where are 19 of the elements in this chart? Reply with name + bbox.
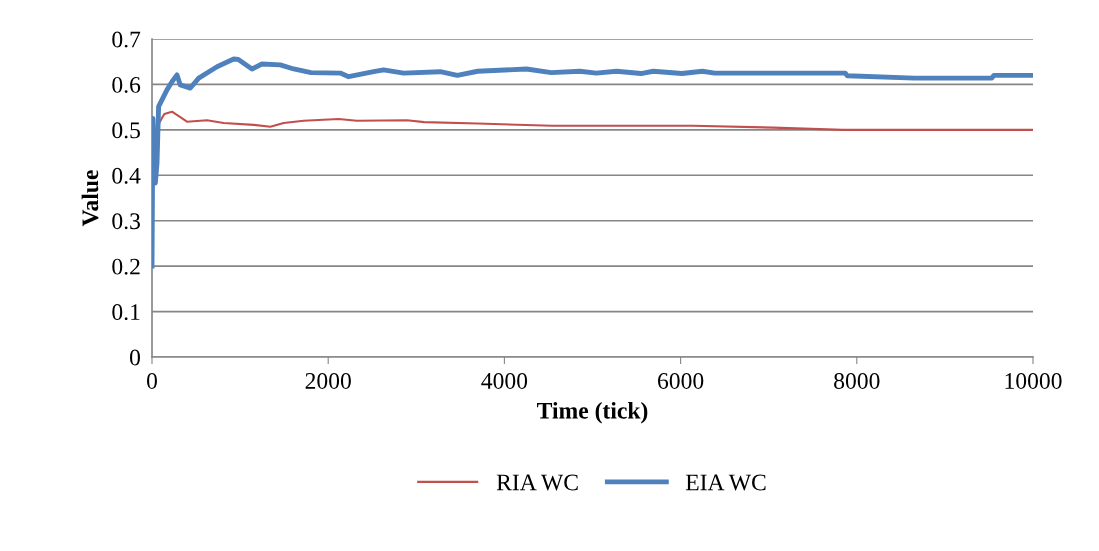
y-tick-label: 0.5 xyxy=(112,122,140,139)
x-tick-label: 6000 xyxy=(658,372,704,389)
x-tick-label: 0 xyxy=(147,372,157,389)
line-series xyxy=(152,56,1033,269)
x-tick-label: 10000 xyxy=(1005,372,1062,389)
y-tick-label: 0 xyxy=(129,349,140,366)
y-tick-label: 0.6 xyxy=(112,76,141,93)
legend-label: EIA WC xyxy=(685,474,766,491)
y-tick-label: 0.7 xyxy=(112,31,141,48)
x-tick-label: 4000 xyxy=(481,372,528,389)
x-tick-label: 8000 xyxy=(834,372,880,389)
y-tick-label: 0.1 xyxy=(112,304,140,321)
legend-label: RIA WC xyxy=(496,474,578,491)
x-tick-label: 2000 xyxy=(305,372,351,389)
y-tick-label: 0.2 xyxy=(112,258,140,275)
y-tick-label: 0.3 xyxy=(112,213,140,230)
y-tick-label: 0.4 xyxy=(112,167,141,184)
y-axis-title: Value xyxy=(81,170,99,227)
x-axis-title: Time (tick) xyxy=(537,402,648,424)
